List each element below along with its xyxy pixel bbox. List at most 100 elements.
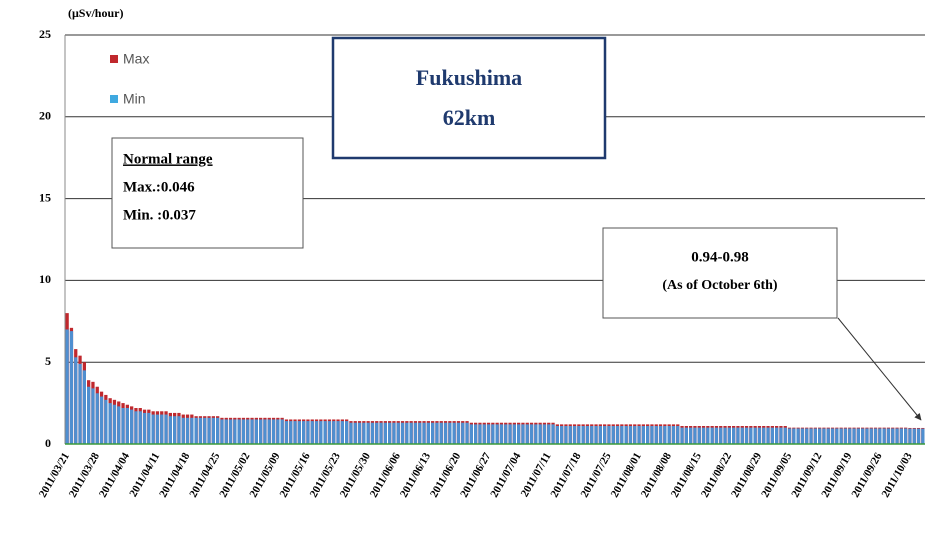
bar	[366, 422, 370, 444]
normal-range-box	[111, 137, 304, 249]
bar	[357, 422, 362, 444]
bar	[314, 421, 319, 444]
bar	[456, 422, 461, 444]
bar	[302, 421, 306, 444]
bar	[650, 426, 654, 444]
bar	[521, 424, 525, 444]
bar	[684, 427, 688, 444]
bar	[443, 422, 448, 444]
bar	[843, 428, 848, 444]
bar	[555, 426, 559, 444]
bar	[895, 428, 899, 444]
bar	[112, 404, 117, 444]
bar	[164, 414, 168, 444]
bar	[392, 422, 396, 444]
bar	[757, 427, 762, 444]
bar	[190, 417, 194, 444]
bar	[603, 426, 607, 444]
bar	[835, 428, 839, 444]
bar	[224, 419, 228, 444]
bar	[723, 427, 727, 444]
bar	[525, 424, 529, 444]
bar	[581, 426, 585, 444]
legend-label: Max	[123, 51, 149, 67]
bar	[185, 417, 190, 444]
bar	[908, 428, 912, 444]
y-tick-label: 0	[45, 436, 51, 450]
bar	[220, 419, 224, 444]
bar	[882, 428, 886, 444]
bar	[130, 409, 134, 444]
bar	[465, 422, 469, 444]
bar	[568, 426, 572, 444]
bar	[431, 422, 435, 444]
bar	[362, 422, 366, 444]
bar	[624, 426, 628, 444]
bar	[719, 427, 723, 444]
bar	[147, 412, 151, 444]
bar	[706, 427, 710, 444]
bar	[452, 422, 456, 444]
bar	[69, 331, 74, 444]
bar	[254, 419, 258, 444]
bar	[517, 424, 521, 444]
bar	[744, 427, 749, 444]
bar	[336, 421, 340, 444]
bar	[345, 421, 349, 444]
current-box	[602, 227, 838, 319]
bar	[736, 427, 740, 444]
bar	[560, 426, 564, 444]
bar	[469, 424, 473, 444]
bar	[753, 427, 757, 444]
bar	[818, 428, 822, 444]
bar	[749, 427, 753, 444]
bar	[598, 426, 602, 444]
bar	[91, 388, 95, 444]
bar	[142, 412, 147, 444]
bar	[104, 399, 108, 444]
bar	[762, 427, 766, 444]
bar	[95, 393, 99, 444]
bar	[891, 428, 895, 444]
bar	[671, 426, 676, 444]
bar	[805, 428, 809, 444]
bar	[263, 419, 267, 444]
bar	[486, 424, 491, 444]
bar	[852, 428, 856, 444]
bar	[409, 422, 413, 444]
bar	[495, 424, 499, 444]
legend-swatch	[110, 55, 118, 63]
bar	[448, 422, 452, 444]
bar	[504, 424, 508, 444]
bar	[138, 411, 142, 444]
bar	[693, 427, 697, 444]
bar	[508, 424, 512, 444]
bar	[121, 408, 125, 444]
bar	[538, 424, 542, 444]
bar	[727, 427, 731, 444]
bar	[787, 428, 792, 444]
bar	[134, 411, 138, 444]
bar	[904, 428, 908, 444]
bar	[921, 428, 925, 444]
bar	[899, 428, 903, 444]
bar	[181, 417, 185, 444]
bar	[534, 424, 538, 444]
bar	[491, 424, 495, 444]
bar	[117, 406, 121, 444]
bar	[439, 422, 443, 444]
bar	[547, 424, 551, 444]
normal-range-title: Normal range	[123, 151, 213, 167]
bar	[564, 426, 568, 444]
normal-range-min: Min. :0.037	[123, 207, 196, 223]
bar	[87, 386, 91, 444]
bar	[349, 422, 353, 444]
bar	[869, 428, 873, 444]
bar	[323, 421, 327, 444]
bar	[620, 426, 624, 444]
bar	[340, 421, 344, 444]
bar	[108, 403, 112, 444]
bar	[388, 422, 392, 444]
bar	[822, 428, 826, 444]
